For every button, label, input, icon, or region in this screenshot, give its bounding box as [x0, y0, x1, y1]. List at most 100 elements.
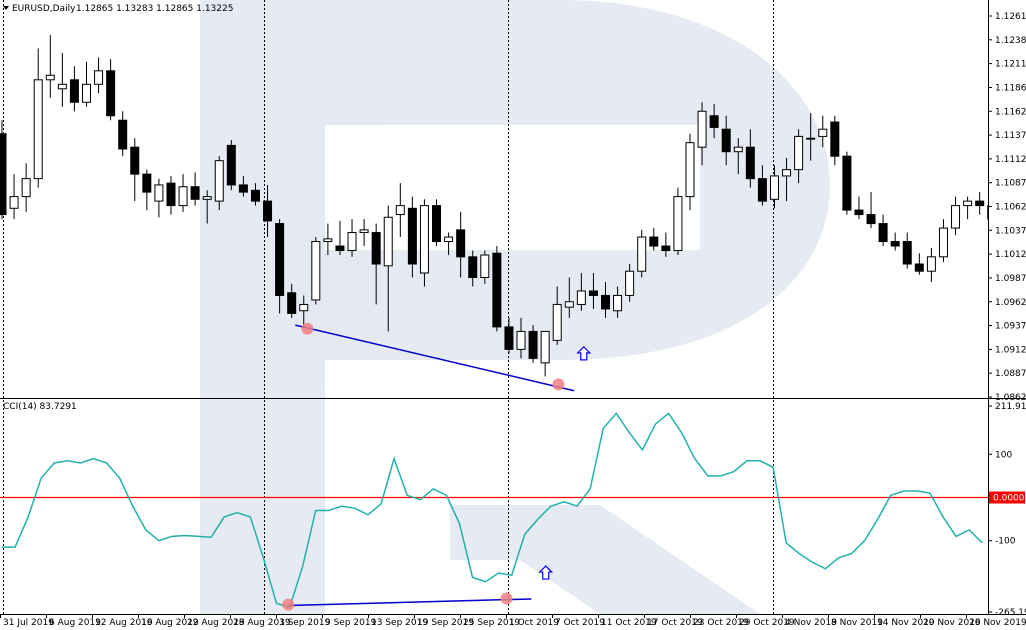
candle: [287, 283, 297, 318]
price-tick-label: 1.10625: [995, 203, 1026, 213]
candle-body-bull: [480, 254, 490, 278]
candle-body-bull: [613, 294, 623, 312]
price-trend-line[interactable]: [295, 324, 575, 392]
candle-body-bear: [226, 144, 236, 186]
candle-body-bull: [311, 241, 321, 301]
candle-body-bear: [250, 189, 260, 202]
candle-body-bear: [649, 236, 659, 247]
candle-body-bull: [94, 70, 104, 85]
candle-body-bear: [1012, 264, 1020, 268]
candle-body-bear: [371, 232, 381, 265]
time-tick-label: 3 Sep 2019: [279, 618, 331, 628]
candle-body-bear: [661, 245, 671, 252]
candle-body-bull: [57, 83, 67, 90]
candle-body-bull: [202, 196, 212, 200]
candle: [637, 229, 647, 278]
arrow-up-icon[interactable]: [576, 346, 592, 361]
cci-annotations: [282, 565, 554, 611]
divergence-marker: [282, 598, 295, 611]
price-tick-label: 1.09370: [995, 322, 1026, 332]
price-tick-label: 1.12110: [995, 60, 1026, 70]
arrow-up-icon[interactable]: [538, 565, 554, 580]
candle: [673, 187, 683, 256]
candle-body-bear: [69, 79, 79, 103]
candle: [601, 281, 610, 318]
candle-body-bull: [673, 196, 683, 252]
symbol-label: EURUSD,Daily: [12, 4, 76, 14]
candle-body-bear: [975, 200, 985, 207]
time-tick-label: 16 Aug 2019: [141, 618, 199, 628]
cci-tick-label: -265.1931: [995, 608, 1026, 618]
candle: [926, 247, 936, 282]
candle: [347, 219, 357, 257]
cci-trend-line[interactable]: [288, 598, 532, 607]
price-annotations: [295, 322, 592, 392]
candle-body-bear: [130, 146, 140, 175]
candle: [902, 232, 912, 269]
price-tick-label: 1.11860: [995, 83, 1026, 93]
candle: [528, 325, 538, 363]
candle-body-bear: [238, 184, 248, 193]
price-axis: 1.12610 1.12380 1.12110 1.11860 1.11625 1.113…: [988, 12, 1026, 403]
candle: [794, 129, 804, 184]
candle: [951, 196, 961, 236]
candle-body-bear: [504, 326, 514, 350]
candle: [480, 250, 490, 284]
candle-body-bear: [902, 241, 912, 265]
candle: [963, 196, 973, 220]
candle-body-bull: [576, 290, 586, 305]
candle: [854, 196, 864, 220]
candle-body-bull: [21, 178, 31, 198]
candle: [975, 192, 985, 215]
time-tick-label: 28 Aug 2019: [233, 618, 291, 628]
candle-body-bear: [275, 223, 285, 296]
price-tick-label: 1.12610: [995, 12, 1026, 22]
candle: [238, 175, 248, 197]
candle: [142, 169, 152, 211]
time-tick-label: 22 Aug 2019: [187, 618, 245, 628]
time-tick-label: 25 Sep 2019: [463, 618, 520, 628]
candle: [588, 272, 598, 309]
price-tick-label: 1.08620: [995, 393, 1026, 403]
candle: [275, 219, 285, 314]
candle-body-bull: [782, 169, 792, 177]
candle-body-bear: [263, 200, 273, 222]
candle-body-bull: [214, 160, 224, 202]
candle-body-bear: [890, 241, 900, 247]
candle: [299, 295, 309, 327]
candle-body-bear: [118, 119, 128, 150]
candle-body-bull: [540, 330, 550, 364]
candle-body-bull: [323, 238, 333, 243]
price-tick-label: 1.12380: [995, 36, 1026, 46]
price-tick-label: 1.10120: [995, 250, 1026, 260]
candle-body-bear: [166, 182, 176, 207]
candle-body-bull: [299, 303, 309, 312]
candle-body-bull: [359, 229, 369, 234]
candle-body-bear: [830, 121, 840, 157]
candle-body-bear: [745, 146, 755, 180]
candle: [154, 178, 164, 218]
time-tick-label: 31 Jul 2019: [3, 618, 54, 628]
candle-body-bear: [106, 70, 116, 117]
candle-body-bull: [818, 128, 828, 137]
time-tick-label: 4 Nov 2019: [785, 618, 837, 628]
candle: [468, 250, 478, 287]
candle: [685, 133, 695, 211]
divergence-marker: [301, 322, 314, 335]
candle: [335, 220, 345, 256]
candle: [383, 205, 393, 332]
candle-body-bull: [444, 236, 454, 243]
candle-body-bear: [456, 229, 466, 258]
candle: [745, 129, 755, 188]
candle-body-bull: [769, 175, 779, 200]
price-tick-label: 1.10375: [995, 226, 1026, 236]
time-tick-label: 11 Oct 2019: [601, 618, 657, 628]
candle: [33, 48, 43, 188]
cci-tick-label: -100: [995, 537, 1016, 547]
cci-tick-label: 0.0000: [993, 493, 1025, 503]
price-tick-label: 1.11625: [995, 107, 1026, 117]
time-tick-label: 20 Nov 2019: [923, 618, 981, 628]
candle: [311, 237, 321, 305]
candle: [576, 272, 586, 311]
